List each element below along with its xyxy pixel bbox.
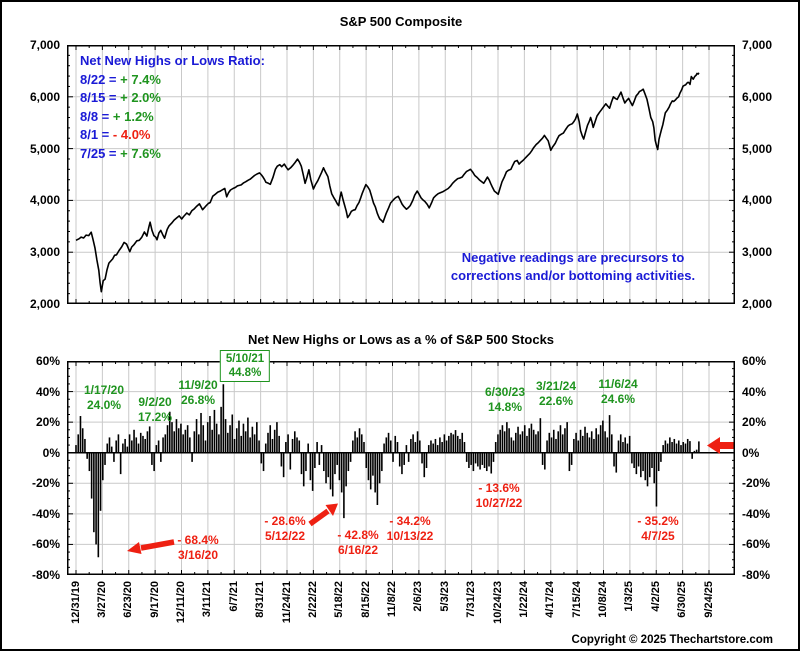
ratio-item-label: 8/15 = xyxy=(80,90,117,106)
x-axis-label: 5/3/23 xyxy=(438,581,451,612)
x-axis-label: 12/11/20 xyxy=(175,581,187,624)
ratio-item-label: 7/25 = xyxy=(80,145,117,161)
x-axis-label: 2/22/22 xyxy=(306,581,319,618)
x-axis-label: 6/7/21 xyxy=(227,581,240,612)
y-axis-label-left: 7,000 xyxy=(29,38,60,52)
x-axis-label: 8/15/22 xyxy=(359,581,372,618)
x-axis-label: 10/8/24 xyxy=(597,581,609,618)
annotation-red-5: - 35.2% 4/7/25 xyxy=(637,514,679,543)
annotation-green-0: 1/17/20 24.0% xyxy=(83,383,125,412)
net-new-highs-bar-chart xyxy=(67,361,735,575)
y-axis-label-left: -60% xyxy=(31,537,60,552)
ratio-item: 8/15 = + 2.0% xyxy=(80,89,265,108)
x-axis-label: 1/3/25 xyxy=(623,581,636,612)
red-arrow-current-icon xyxy=(707,437,735,454)
y-axis-label-right: -40% xyxy=(742,506,771,521)
copyright-text: Copyright © 2025 Thechartstore.com xyxy=(571,634,773,646)
x-axis-label: 12/31/19 xyxy=(69,581,82,624)
ratio-item-value-0: + 7.4% xyxy=(120,71,161,87)
x-axis-label: 8/31/21 xyxy=(254,581,267,618)
ratio-item: 8/22 = + 7.4% xyxy=(80,71,265,90)
annotation-green-5: 3/21/24 22.6% xyxy=(535,379,577,408)
y-axis-label-right: 4,000 xyxy=(742,193,773,208)
ratio-item-value-3: - 4.0% xyxy=(112,127,151,143)
annotation-red-2: - 42.8% 6/16/22 xyxy=(337,528,379,557)
red-arrow-may2022-icon xyxy=(308,503,338,527)
y-axis-label-right: 0% xyxy=(742,445,760,460)
x-axis-label: 5/18/22 xyxy=(333,581,346,618)
y-axis-label-left: 4,000 xyxy=(29,193,60,208)
x-axis-label: 9/17/20 xyxy=(148,581,161,618)
y-axis-label-left: -20% xyxy=(31,476,60,491)
y-axis-label-right: 20% xyxy=(742,415,767,430)
x-axis-label: 2/6/23 xyxy=(412,581,425,612)
y-axis-label-left: 3,000 xyxy=(29,245,60,260)
x-axis-label: 6/30/25 xyxy=(676,581,689,618)
ratio-item: 8/8 = + 1.2% xyxy=(80,108,265,127)
bottom-chart-title: Net New Highs or Lows as a % of S&P 500 … xyxy=(247,332,555,347)
y-axis-label-left: 2,000 xyxy=(29,297,60,311)
x-axis-label: 3/11/21 xyxy=(201,581,214,618)
y-axis-label-left: 6,000 xyxy=(29,89,60,104)
ratio-item: 8/1 = - 4.0% xyxy=(80,126,265,145)
ratio-item-label: 8/22 = xyxy=(80,71,117,87)
annotation-red-0: - 68.4% 3/16/20 xyxy=(177,533,219,562)
annotation-green-3-highlight-box: 5/10/21 44.8% xyxy=(219,350,271,382)
y-axis-label-left: 5,000 xyxy=(29,141,60,156)
x-axis-label: 7/31/23 xyxy=(465,581,478,618)
y-axis-label-right: 2,000 xyxy=(742,297,773,311)
ratio-item-label: 8/8 = xyxy=(80,108,110,124)
negative-readings-note: Negative readings are precursors to corr… xyxy=(450,250,696,283)
y-axis-label-right: 40% xyxy=(742,384,767,399)
y-axis-label-left: 20% xyxy=(35,415,60,430)
ratio-item-value-4: + 7.6% xyxy=(120,145,161,161)
y-axis-label-right: -80% xyxy=(742,568,771,582)
y-axis-label-left: 0% xyxy=(42,445,60,460)
y-axis-label-right: 5,000 xyxy=(742,141,773,156)
y-axis-label-left: -40% xyxy=(31,506,60,521)
sp500-line-chart xyxy=(67,45,735,304)
x-axis-label: 11/8/22 xyxy=(386,581,398,618)
y-axis-label-right: -60% xyxy=(742,537,771,552)
y-axis-label-left: -80% xyxy=(31,568,60,582)
annotation-red-3: - 34.2% 10/13/22 xyxy=(386,514,434,543)
ratio-legend-heading: Net New Highs or Lows Ratio: xyxy=(80,53,265,68)
annotation-red-4: - 13.6% 10/27/22 xyxy=(475,481,523,510)
annotation-green-6: 11/6/24 24.6% xyxy=(598,377,638,406)
ratio-item-value-1: + 2.0% xyxy=(120,90,161,106)
y-axis-label-right: 6,000 xyxy=(742,89,773,104)
ratio-item-value-2: + 1.2% xyxy=(112,108,154,124)
sp500-price-line xyxy=(75,72,700,293)
x-axis-label: 7/15/24 xyxy=(570,581,583,618)
x-axis-label: 4/17/24 xyxy=(544,581,557,618)
y-axis-label-right: 7,000 xyxy=(742,38,773,52)
ratio-item: 7/25 = + 7.6% xyxy=(80,145,265,164)
x-axis-label: 10/24/23 xyxy=(491,581,504,624)
x-axis-label: 11/24/21 xyxy=(280,581,293,624)
y-axis-label-left: 60% xyxy=(35,354,60,368)
ratio-item-label: 8/1 = xyxy=(80,127,110,143)
x-axis-label: 4/2/25 xyxy=(649,581,662,612)
y-axis-label-right: 60% xyxy=(742,354,767,368)
x-axis-label: 6/23/20 xyxy=(122,581,135,618)
top-chart-title: S&P 500 Composite xyxy=(339,14,463,29)
red-arrow-mar2020-icon xyxy=(127,539,175,554)
x-axis-label: 9/24/25 xyxy=(702,581,715,618)
ratio-legend: Net New Highs or Lows Ratio: 8/22 = + 7.… xyxy=(80,52,265,164)
annotation-red-1: - 28.6% 5/12/22 xyxy=(264,514,306,543)
y-axis-label-left: 40% xyxy=(35,384,60,399)
annotation-green-1: 9/2/20 17.2% xyxy=(137,395,173,424)
x-axis-label: 1/22/24 xyxy=(517,581,530,618)
y-axis-label-right: 3,000 xyxy=(742,245,773,260)
annotation-green-4: 6/30/23 14.8% xyxy=(484,385,526,414)
x-axis-label: 3/27/20 xyxy=(95,581,108,618)
annotation-green-2: 11/9/20 26.8% xyxy=(178,378,218,407)
y-axis-label-right: -20% xyxy=(742,476,771,491)
